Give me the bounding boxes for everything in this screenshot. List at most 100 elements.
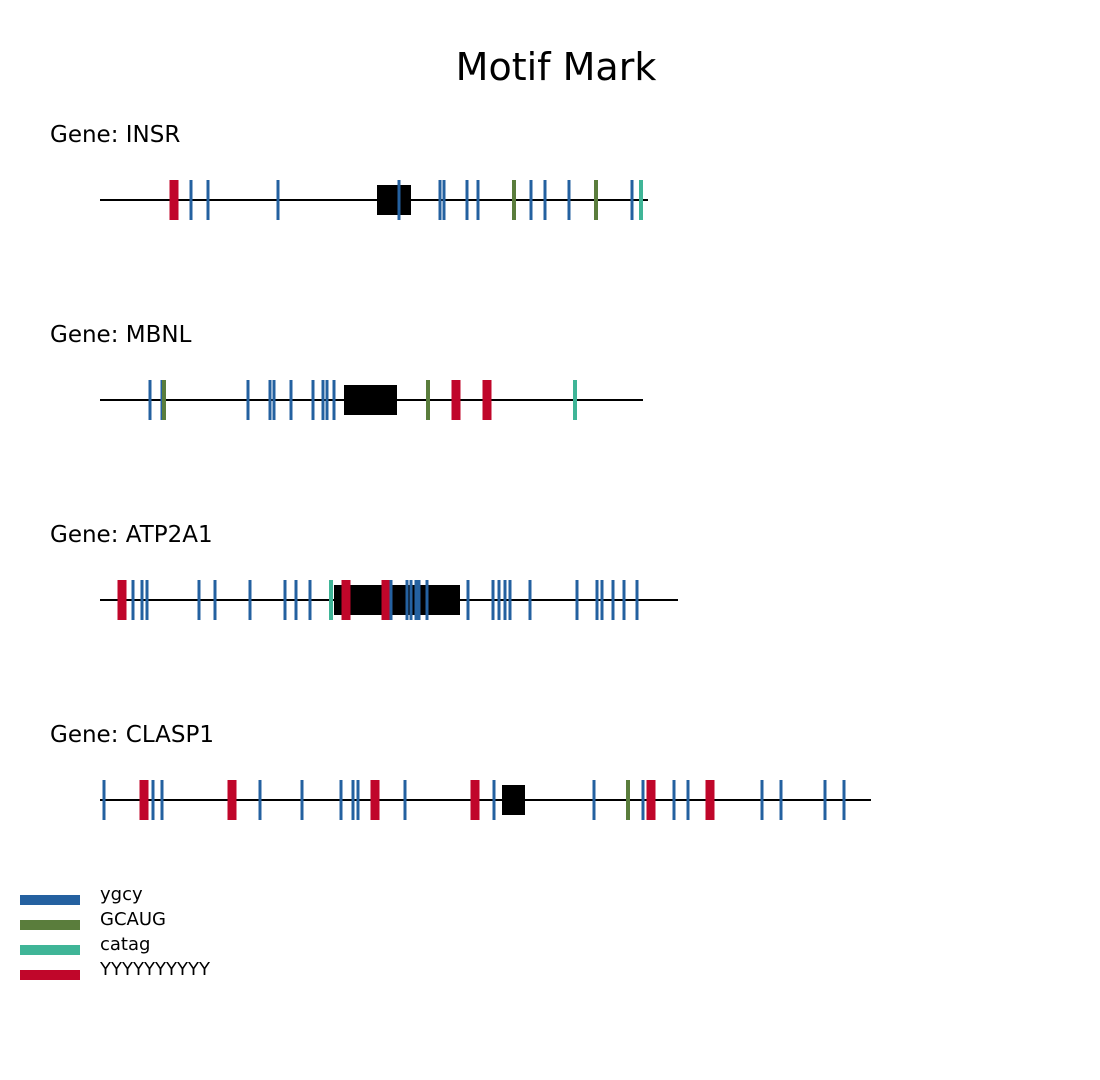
motif-mark-ygcy (492, 780, 496, 820)
motif-mark-ygcy (332, 380, 336, 420)
motif-mark-ygcy (760, 780, 764, 820)
legend-swatch (20, 920, 80, 930)
gene-track: Gene: ATP2A1 (50, 522, 678, 620)
motif-mark-yyyyyyyyyy (470, 780, 480, 820)
motif-mark-ygcy (491, 580, 495, 620)
motif-mark-ygcy (272, 380, 276, 420)
motif-mark-ygcy (425, 580, 429, 620)
motif-mark-ygcy (151, 780, 155, 820)
motif-mark-yyyyyyyyyy (227, 780, 237, 820)
motif-mark-gcaug (162, 380, 166, 420)
motif-mark-ygcy (823, 780, 827, 820)
motif-mark-ygcy (356, 780, 360, 820)
motif-mark-ygcy (160, 780, 164, 820)
legend-swatch (20, 970, 80, 980)
motif-mark-yyyyyyyyyy (705, 780, 715, 820)
gene-track: Gene: CLASP1 (50, 722, 871, 820)
gene-label: Gene: MBNL (50, 322, 192, 348)
legend-item: YYYYYYYYYY (20, 959, 211, 980)
exon-box (502, 785, 525, 815)
motif-mark-yyyyyyyyyy (117, 580, 127, 620)
motif-mark-ygcy (630, 180, 634, 220)
motif-mark-ygcy (268, 380, 272, 420)
motif-mark-ygcy (258, 780, 262, 820)
motif-mark-ygcy (528, 580, 532, 620)
gene-track: Gene: MBNL (50, 322, 643, 420)
motif-mark-ygcy (140, 580, 144, 620)
motif-mark-gcaug (626, 780, 630, 820)
motif-mark-ygcy (276, 180, 280, 220)
motif-mark-ygcy (351, 780, 355, 820)
motif-mark-ygcy (206, 180, 210, 220)
legend-label: GCAUG (100, 909, 166, 930)
motif-mark-ygcy (575, 580, 579, 620)
legend-label: YYYYYYYYYY (99, 959, 211, 980)
motif-mark-ygcy (213, 580, 217, 620)
motif-mark-ygcy (497, 580, 501, 620)
motif-mark-ygcy (289, 380, 293, 420)
motif-mark-ygcy (102, 780, 106, 820)
motif-mark-ygcy (339, 780, 343, 820)
gene-label: Gene: ATP2A1 (50, 522, 213, 548)
motif-mark-ygcy (300, 780, 304, 820)
motif-mark-ygcy (476, 180, 480, 220)
motif-mark-ygcy (403, 780, 407, 820)
motif-mark-ygcy (389, 580, 393, 620)
motif-mark-ygcy (248, 580, 252, 620)
motif-mark-yyyyyyyyyy (169, 180, 179, 220)
diagram-title: Motif Mark (456, 45, 657, 89)
motif-mark-yyyyyyyyyy (139, 780, 149, 820)
motif-mark-ygcy (197, 580, 201, 620)
legend-swatch (20, 895, 80, 905)
motif-mark-ygcy (438, 180, 442, 220)
motif-mark-yyyyyyyyyy (451, 380, 461, 420)
legend-item: catag (20, 934, 150, 955)
motif-mark-ygcy (294, 580, 298, 620)
motif-mark-ygcy (842, 780, 846, 820)
motif-mark-yyyyyyyyyy (646, 780, 656, 820)
motif-mark-ygcy (466, 580, 470, 620)
motif-mark-ygcy (397, 180, 401, 220)
motif-mark-yyyyyyyyyy (370, 780, 380, 820)
motif-mark-ygcy (283, 580, 287, 620)
genes-layer: Gene: INSR Gene: MBNL Gene: ATP2A1 Gene: CL… (50, 122, 871, 820)
gene-label: Gene: INSR (50, 122, 180, 148)
motif-mark-ygcy (321, 380, 325, 420)
motif-mark-ygcy (779, 780, 783, 820)
motif-mark-ygcy (308, 580, 312, 620)
motif-mark-ygcy (595, 580, 599, 620)
motif-mark-ygcy (529, 180, 533, 220)
motif-mark-ygcy (592, 780, 596, 820)
legend-label: catag (100, 934, 150, 955)
motif-mark-ygcy (148, 380, 152, 420)
motif-mark-yyyyyyyyyy (381, 580, 391, 620)
motif-mark-catag (329, 580, 333, 620)
motif-mark-ygcy (465, 180, 469, 220)
motif-mark-ygcy (508, 580, 512, 620)
motif-mark-gcaug (594, 180, 598, 220)
motif-mark-ygcy (131, 580, 135, 620)
motif-mark-ygcy (686, 780, 690, 820)
motif-mark-ygcy (600, 580, 604, 620)
motif-mark-ygcy (414, 580, 418, 620)
motif-mark-ygcy (409, 580, 413, 620)
motif-mark-yyyyyyyyyy (341, 580, 351, 620)
legend-item: ygcy (20, 884, 143, 905)
legend: ygcy GCAUG catag YYYYYYYYYY (20, 884, 211, 980)
motif-mark-ygcy (641, 780, 645, 820)
motif-mark-ygcy (442, 180, 446, 220)
motif-mark-gcaug (512, 180, 516, 220)
motif-mark-ygcy (189, 180, 193, 220)
motif-mark-ygcy (543, 180, 547, 220)
gene-label: Gene: CLASP1 (50, 722, 214, 748)
exon-box (344, 385, 397, 415)
motif-mark-ygcy (622, 580, 626, 620)
legend-label: ygcy (100, 884, 143, 905)
motif-mark-ygcy (325, 380, 329, 420)
motif-mark-catag (573, 380, 577, 420)
motif-mark-ygcy (503, 580, 507, 620)
motif-mark-ygcy (417, 580, 421, 620)
motif-mark-ygcy (611, 580, 615, 620)
legend-swatch (20, 945, 80, 955)
